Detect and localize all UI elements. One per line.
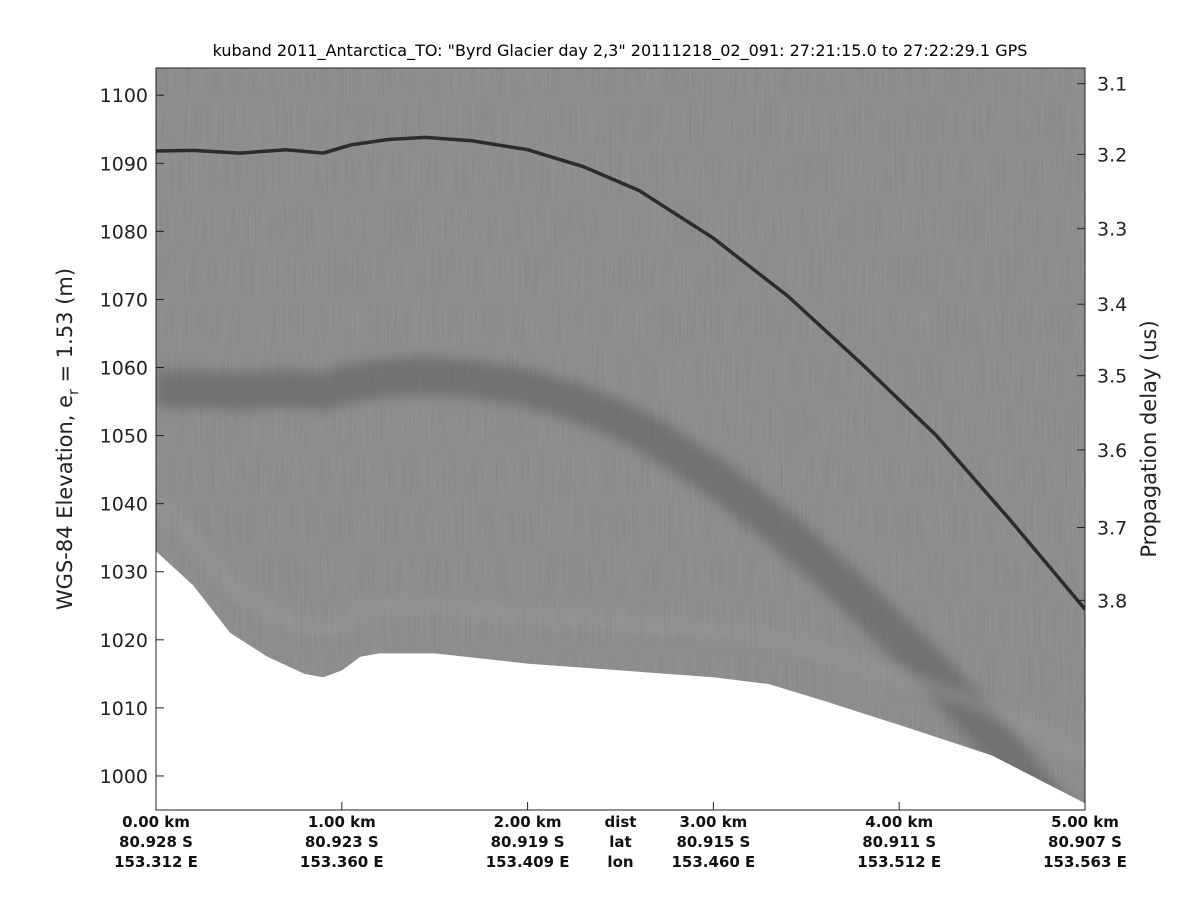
left-tick-label: 1090 <box>100 153 148 175</box>
left-tick-label: 1000 <box>100 766 148 788</box>
left-axis-ticks: 1000 1010 1020 1030 1040 1050 1060 1070 1080 1090… <box>100 85 164 788</box>
internal-layer-band <box>156 356 1085 804</box>
x-row-label: lat <box>609 833 631 851</box>
x-tick-label-lat: 80.919 S <box>491 833 565 851</box>
x-tick-label-dist: 4.00 km <box>865 813 933 831</box>
x-tick-label-dist: 0.00 km <box>122 813 190 831</box>
left-tick-label: 1100 <box>100 85 148 107</box>
x-tick-label-lat: 80.911 S <box>862 833 936 851</box>
right-tick-label: 3.6 <box>1097 440 1127 462</box>
x-tick-label-lon: 153.460 E <box>672 853 756 871</box>
right-axis-ticks: 3.1 3.2 3.3 3.4 3.5 3.6 3.7 3.8 <box>1077 74 1127 612</box>
x-tick-label-lon: 153.563 E <box>1043 853 1127 871</box>
right-tick-label: 3.7 <box>1097 517 1127 539</box>
left-axis-label-subscript: r <box>66 389 82 395</box>
x-tick-label-lat: 80.923 S <box>305 833 379 851</box>
right-tick-label: 3.1 <box>1097 74 1127 96</box>
x-tick-label-dist: 5.00 km <box>1051 813 1119 831</box>
x-tick-label-lon: 153.312 E <box>114 853 198 871</box>
x-tick-label-lat: 80.907 S <box>1048 833 1122 851</box>
left-axis-label-main: WGS-84 Elevation, e <box>53 395 77 610</box>
x-tick-label-dist: 2.00 km <box>494 813 562 831</box>
echogram-image <box>156 68 1085 804</box>
surface-reflection-line <box>156 135 1085 611</box>
x-tick-label-dist: 1.00 km <box>308 813 376 831</box>
left-axis-label: WGS-84 Elevation, er = 1.53 (m) <box>53 268 82 610</box>
chart-title: kuband 2011_Antarctica_TO: "Byrd Glacier… <box>213 41 1028 61</box>
x-tick-label-lon: 153.512 E <box>857 853 941 871</box>
right-tick-label: 3.8 <box>1097 590 1127 612</box>
plot-axes-box <box>155 67 1086 811</box>
x-tick-label-lat: 80.915 S <box>676 833 750 851</box>
x-tick-label-dist: 3.00 km <box>679 813 747 831</box>
left-tick-label: 1060 <box>100 358 148 380</box>
left-tick-label: 1010 <box>100 698 148 720</box>
right-tick-label: 3.2 <box>1097 144 1127 166</box>
left-tick-label: 1020 <box>100 630 148 652</box>
x-tick-label-lat: 80.928 S <box>119 833 193 851</box>
x-axis-ticks: 0.00 km 80.928 S 153.312 E 1.00 km 80.923 S 1… <box>114 802 1127 871</box>
x-tick-label-lon: 153.409 E <box>486 853 570 871</box>
x-row-label: lon <box>607 853 633 871</box>
left-tick-label: 1080 <box>100 221 148 243</box>
left-tick-label: 1030 <box>100 562 148 584</box>
left-tick-label: 1070 <box>100 289 148 311</box>
right-axis-label: Propagation delay (us) <box>1137 320 1161 557</box>
lower-bright-band <box>156 497 1085 763</box>
left-tick-label: 1050 <box>100 426 148 448</box>
right-tick-label: 3.4 <box>1097 294 1127 316</box>
right-tick-label: 3.5 <box>1097 366 1127 388</box>
left-axis-label-tail: = 1.53 (m) <box>53 268 77 389</box>
x-tick-label-lon: 153.360 E <box>300 853 384 871</box>
left-tick-label: 1040 <box>100 494 148 516</box>
x-row-label: dist <box>605 813 637 831</box>
right-tick-label: 3.3 <box>1097 219 1127 241</box>
